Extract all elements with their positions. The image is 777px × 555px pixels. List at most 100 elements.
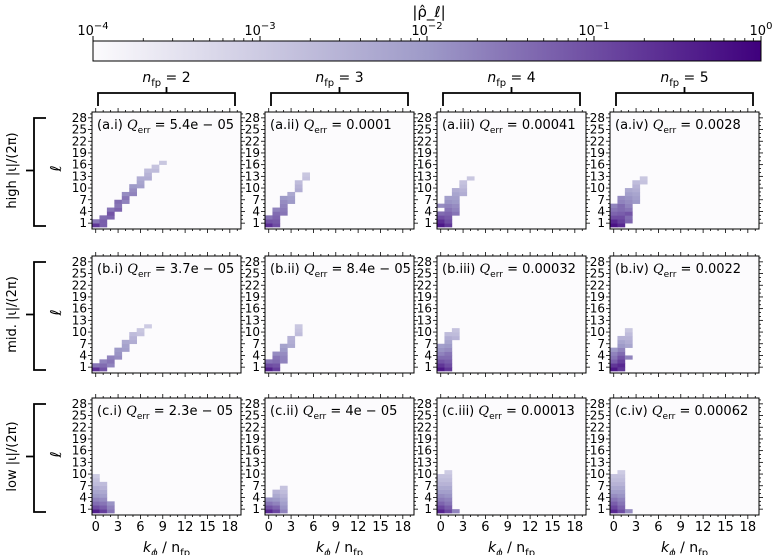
heatmap-cell — [437, 497, 445, 502]
row-bracket — [26, 403, 46, 513]
heatmap-cell — [121, 347, 130, 352]
y-tick-label: 16 — [245, 158, 260, 172]
colorbar-gradient — [92, 40, 762, 62]
heatmap-cell — [272, 505, 281, 510]
y-tick-label: 16 — [590, 302, 605, 316]
y-tick-label: 10 — [590, 467, 605, 481]
heatmap-cell — [610, 477, 618, 483]
y-tick-label: 22 — [417, 278, 432, 292]
panel-frame — [609, 397, 760, 516]
heatmap-cell — [617, 347, 626, 352]
y-tick-label: 19 — [590, 432, 605, 446]
column-bracket — [270, 87, 409, 106]
y-tick-label: 4 — [597, 348, 605, 362]
heatmap-cell — [92, 477, 100, 483]
heatmap-cell — [272, 489, 281, 494]
heatmap-cell — [444, 481, 453, 487]
heatmap-cell — [451, 332, 460, 337]
heatmap-cell — [444, 501, 453, 506]
colorbar-tick-exp: −3 — [261, 21, 276, 32]
colorbar-tick-base: 10 — [244, 24, 261, 39]
panel-title: (c.iv) Qerr = 0.00062 — [615, 404, 748, 422]
heatmap-cell — [437, 203, 445, 208]
heatmap-cell — [444, 355, 453, 360]
heatmap-cell — [99, 493, 108, 498]
x-axis-label: kϕ / nfp — [488, 540, 535, 555]
y-tick-label: 10 — [417, 325, 432, 339]
heatmap-cell — [444, 497, 453, 502]
y-tick-label: 22 — [245, 278, 260, 292]
heatmap-cell — [610, 347, 618, 352]
heatmap-cell — [279, 501, 288, 506]
panel-title: (c.iii) Qerr = 0.00013 — [442, 404, 575, 422]
y-tick-label: 28 — [245, 111, 260, 125]
y-tick-label: 22 — [72, 134, 87, 148]
y-tick-label: 7 — [597, 337, 605, 351]
panel-title: (a.iv) Qerr = 0.0028 — [615, 118, 741, 136]
panel-background — [437, 256, 586, 373]
colorbar-tick-base: 10 — [578, 24, 595, 39]
heatmap-cell — [106, 215, 115, 220]
heatmap-cell — [272, 207, 281, 212]
heatmap-cell — [632, 184, 641, 189]
heatmap-cell — [92, 489, 100, 494]
heatmap-cell — [617, 477, 626, 483]
y-tick-label: 4 — [252, 490, 260, 504]
x-tick-label: 6 — [136, 520, 144, 535]
heatmap-cell — [624, 203, 633, 208]
heatmap-cell — [437, 505, 445, 510]
heatmap-cell — [632, 191, 641, 197]
panel-background — [265, 398, 414, 515]
y-tick-label: 1 — [79, 216, 87, 230]
y-tick-label: 28 — [590, 111, 605, 125]
y-tick-label: 7 — [252, 193, 260, 207]
heatmap-cell — [272, 219, 281, 224]
heatmap-cell — [617, 195, 626, 201]
y-tick-label: 4 — [252, 204, 260, 218]
heatmap-cell — [294, 188, 303, 193]
heatmap-cell — [617, 215, 626, 220]
heatmap-cell — [444, 335, 453, 341]
heatmap-cell — [444, 493, 453, 498]
y-tick-label: 13 — [72, 455, 87, 469]
heatmap-cell — [106, 509, 115, 514]
panel-frame — [91, 111, 242, 230]
panel-frame — [264, 111, 415, 230]
y-tick-label: 13 — [72, 169, 87, 183]
heatmap-cell — [294, 328, 303, 333]
heatmap-cell — [287, 199, 296, 204]
heatmap-cell — [617, 470, 626, 475]
y-tick-label: 7 — [597, 193, 605, 207]
y-tick-label: 4 — [424, 348, 432, 362]
heatmap-cell — [610, 497, 618, 502]
column-bracket — [615, 87, 754, 106]
heatmap-cell — [632, 180, 641, 185]
heatmap-cell — [624, 215, 633, 220]
heatmap-cell — [129, 335, 137, 341]
y-tick-label: 13 — [590, 169, 605, 183]
heatmap-cell — [437, 477, 445, 483]
colorbar-tick-label: 10−3 — [244, 21, 275, 39]
y-axis-label: ℓ — [47, 309, 65, 316]
heatmap-cell — [444, 505, 453, 510]
y-tick-label: 1 — [424, 502, 432, 516]
heatmap-cell — [272, 501, 281, 506]
y-tick-label: 7 — [79, 193, 87, 207]
heatmap-cell — [136, 180, 145, 185]
heatmap-cell — [92, 497, 100, 502]
heatmap-cell — [444, 477, 453, 483]
heatmap-cell — [136, 184, 145, 189]
y-tick-label: 25 — [72, 123, 87, 137]
heatmap-cell — [444, 363, 453, 368]
panel-title: (a.i) Qerr = 5.4e − 05 — [97, 118, 234, 136]
y-tick-label: 7 — [424, 193, 432, 207]
y-tick-label: 19 — [417, 432, 432, 446]
heatmap-cell — [92, 501, 100, 506]
y-tick-label: 25 — [590, 123, 605, 137]
colorbar-tick-exp: −4 — [94, 21, 109, 32]
colorbar-tick-exp: −2 — [428, 21, 443, 32]
y-tick-label: 1 — [252, 502, 260, 516]
heatmap-cell — [99, 485, 108, 490]
